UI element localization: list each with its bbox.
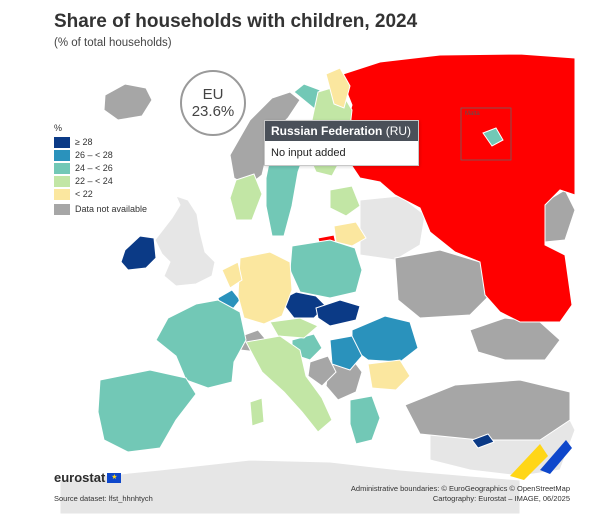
finland-north — [293, 83, 321, 111]
legend: % ≥ 28 26 – < 28 24 – < 26 22 – < 24 < 2… — [54, 123, 147, 216]
credit-cartography: Cartography: Eurostat – IMAGE, 06/2025 — [432, 494, 570, 503]
legend-swatch — [54, 136, 70, 148]
legend-label: ≥ 28 — [75, 137, 93, 147]
legend-item-not-available: Data not available — [54, 203, 147, 215]
eurostat-logo: eurostat — [54, 470, 122, 485]
eurostat-decoration — [510, 440, 572, 480]
legend-swatch — [54, 188, 70, 200]
france — [155, 299, 247, 389]
slovakia — [315, 299, 361, 327]
tooltip-message: No input added — [271, 147, 346, 159]
legend-label: Data not available — [75, 204, 148, 214]
legend-label: 26 – < 28 — [75, 150, 113, 160]
turkey-grey — [404, 379, 571, 441]
tooltip-country: Russian Federation — [271, 124, 383, 138]
norway-south — [229, 173, 263, 221]
legend-item: ≥ 28 — [54, 136, 147, 148]
north-africa — [59, 459, 521, 514]
hungary-serbia — [329, 335, 363, 371]
caucasus — [469, 317, 561, 361]
legend-swatch — [54, 162, 70, 174]
iceland — [103, 83, 153, 121]
source-note: Source dataset: lfst_hhnhtych — [54, 494, 153, 503]
legend-label: < 22 — [75, 189, 93, 199]
eu-value: 23.6% — [191, 103, 235, 120]
class-26-28 — [217, 289, 419, 371]
class-lt22 — [221, 67, 411, 391]
eu-average-badge: EU 23.6% — [180, 70, 246, 136]
map-subtitle: (% of total households) — [54, 37, 172, 49]
legend-swatch — [54, 175, 70, 187]
class-24-26 — [97, 83, 504, 453]
map-title: Share of households with children, 2024 — [54, 11, 418, 32]
sardinia — [249, 397, 265, 427]
ukraine — [394, 249, 496, 319]
germany — [237, 251, 293, 325]
malta-inset-label: Malta — [465, 111, 480, 117]
credits: Administrative boundaries: © EuroGeograp… — [351, 484, 570, 504]
greece — [349, 395, 381, 445]
finland-east — [325, 67, 351, 109]
austria — [269, 317, 319, 339]
credit-boundaries: Administrative boundaries: © EuroGeograp… — [350, 484, 570, 493]
spain-portugal — [97, 369, 197, 453]
legend-label: 22 – < 24 — [75, 176, 113, 186]
legend-label: 24 – < 26 — [75, 163, 113, 173]
netherlands — [221, 261, 243, 289]
logo-text: eurostat — [54, 470, 106, 485]
bulgaria — [367, 359, 411, 391]
bosnia — [307, 355, 337, 387]
eu-flag-icon — [107, 472, 122, 483]
class-ge28 — [120, 235, 495, 449]
malta-inset-island — [482, 127, 504, 147]
legend-swatch — [54, 149, 70, 161]
poland — [289, 239, 363, 299]
malta-inset-box — [460, 107, 512, 161]
lithuania — [333, 221, 367, 247]
cyprus — [471, 433, 495, 449]
italy — [245, 335, 333, 433]
country-tooltip: Russian Federation (RU) No input added — [264, 120, 419, 166]
eu-label: EU — [202, 86, 224, 103]
legend-swatch — [54, 203, 70, 215]
estonia-latvia — [329, 185, 361, 217]
tooltip-header: Russian Federation (RU) — [265, 121, 418, 141]
legend-item: 24 – < 26 — [54, 162, 147, 174]
legend-item: < 22 — [54, 188, 147, 200]
ireland — [120, 235, 157, 271]
legend-unit: % — [54, 123, 63, 133]
united-kingdom — [154, 195, 216, 287]
legend-item: 26 – < 28 — [54, 149, 147, 161]
tooltip-code: (RU) — [385, 124, 412, 138]
legend-item: 22 – < 24 — [54, 175, 147, 187]
